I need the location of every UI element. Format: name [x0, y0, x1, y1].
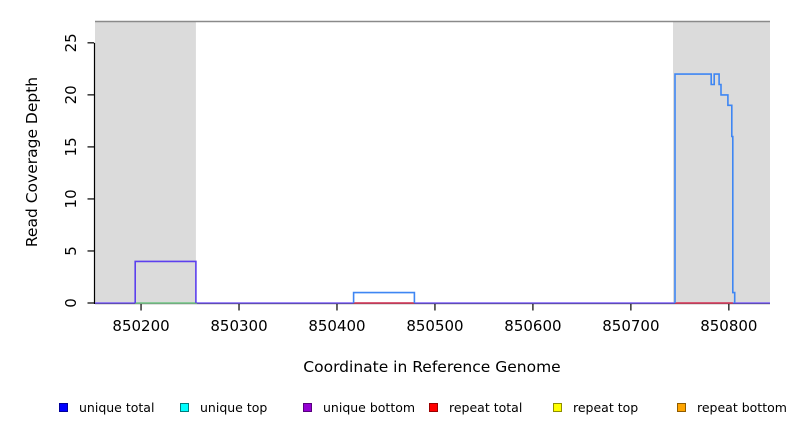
legend-label: unique total — [79, 399, 155, 415]
y-tick-label: 10 — [62, 189, 80, 208]
y-axis-title: Read Coverage Depth — [23, 77, 41, 247]
x-tick-label: 850800 — [700, 317, 757, 335]
x-tick-label: 850200 — [112, 317, 169, 335]
coverage-chart: 850200 850300 850400 850500 850600 850700 8508… — [23, 20, 770, 376]
series-purple-coverage-box — [134, 260, 197, 303]
unique-total-swatch — [59, 402, 68, 412]
legend-item-unique-total: unique total — [59, 399, 154, 415]
shaded-region-right — [673, 21, 770, 303]
repeat-top-swatch — [553, 402, 562, 412]
chart-legend: unique total unique top unique bottom re… — [0, 399, 792, 415]
y-tick-label: 5 — [62, 246, 80, 256]
repeat-total-swatch — [429, 402, 438, 412]
unique-bottom-swatch — [303, 402, 312, 412]
legend-label: unique top — [200, 399, 268, 415]
y-tick-label: 0 — [62, 298, 80, 308]
legend-label: repeat top — [573, 399, 639, 415]
y-tick-label: 20 — [62, 85, 80, 104]
x-axis-title: Coordinate in Reference Genome — [303, 358, 560, 376]
repeat-bottom-swatch — [677, 402, 686, 412]
legend-label: repeat bottom — [697, 399, 787, 415]
legend-item-repeat-total: repeat total — [429, 399, 522, 415]
chart-generated-layer: 850200 850300 850400 850500 850600 850700 8508… — [62, 20, 770, 335]
series-blue-coverage-bump — [352, 291, 416, 303]
legend-item-repeat-bottom: repeat bottom — [677, 399, 787, 415]
y-tick-label: 25 — [62, 33, 80, 52]
legend-item-unique-bottom: unique bottom — [303, 399, 415, 415]
shaded-region-left — [95, 21, 196, 303]
unique-top-swatch — [180, 402, 189, 412]
y-tick-label: 15 — [62, 137, 80, 156]
legend-label: unique bottom — [323, 399, 416, 415]
x-tick-label: 850500 — [406, 317, 463, 335]
series-blue-coverage-peak — [674, 73, 736, 303]
legend-label: repeat total — [449, 399, 523, 415]
legend-item-unique-top: unique top — [180, 399, 267, 415]
x-tick-label: 850300 — [210, 317, 267, 335]
x-tick-label: 850600 — [504, 317, 561, 335]
legend-item-repeat-top: repeat top — [553, 399, 638, 415]
x-tick-label: 850700 — [602, 317, 659, 335]
x-tick-label: 850400 — [308, 317, 365, 335]
